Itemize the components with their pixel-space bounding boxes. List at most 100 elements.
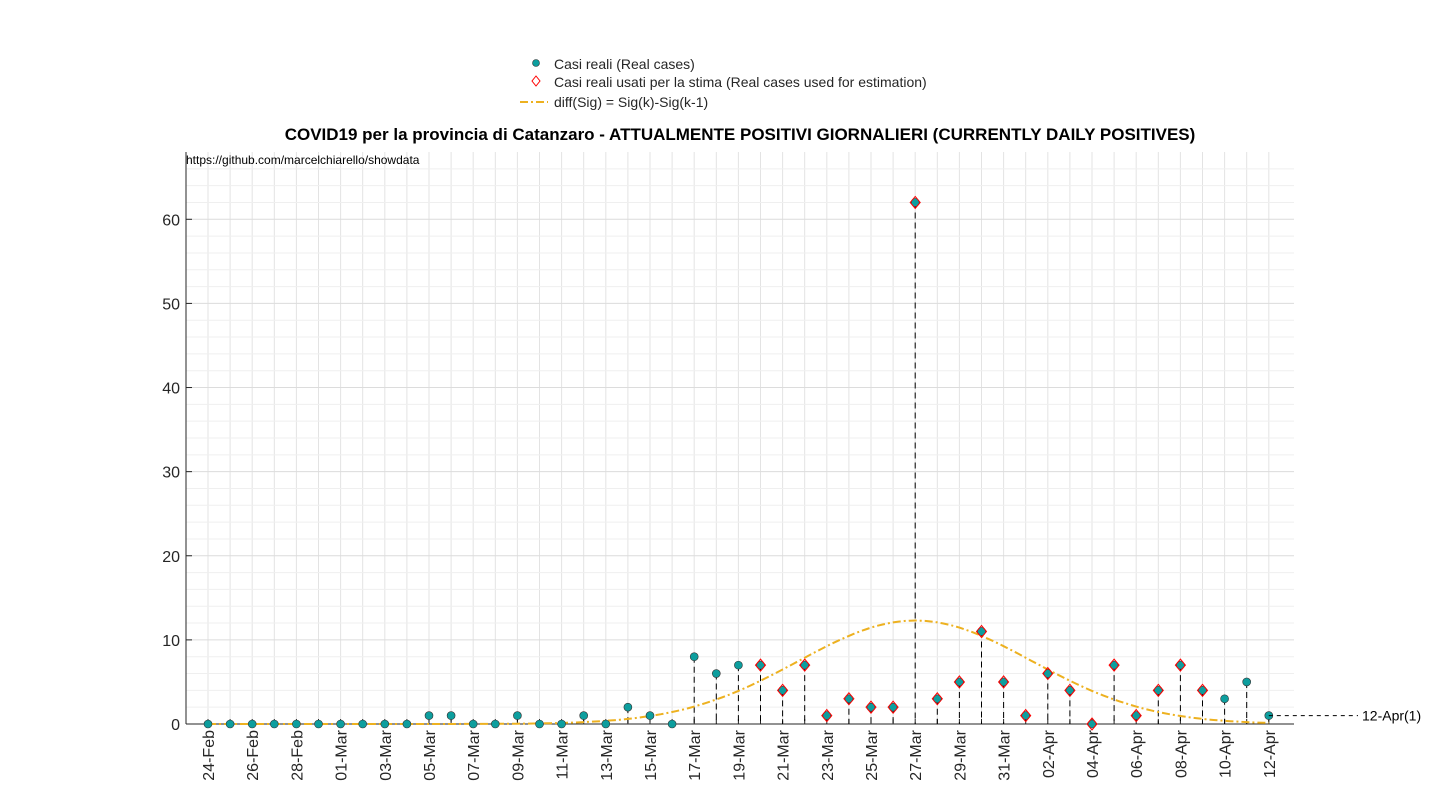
- y-tick-label: 60: [162, 212, 180, 229]
- data-point: [888, 702, 898, 712]
- data-point: [1242, 677, 1251, 687]
- y-tick-label: 10: [162, 633, 180, 650]
- data-point: [932, 694, 942, 704]
- data-point: [247, 719, 257, 729]
- data-point: [866, 702, 876, 712]
- x-tick-label: 26-Feb: [245, 730, 262, 781]
- data-point: [358, 719, 368, 729]
- data-point: [910, 198, 920, 207]
- x-tick-label: 10-Apr: [1218, 729, 1235, 778]
- legend-label-real: Casi reali (Real cases): [554, 56, 695, 72]
- x-tick-label: 15-Mar: [643, 729, 660, 780]
- x-tick-label: 31-Mar: [997, 729, 1014, 780]
- legend-marker-real: [532, 59, 540, 67]
- data-point: [402, 719, 412, 729]
- estimation-marker: [1174, 658, 1187, 672]
- data-point: [977, 627, 986, 636]
- estimation-marker: [865, 700, 877, 714]
- y-tick-label: 40: [162, 381, 180, 398]
- data-point: [623, 702, 633, 712]
- data-point: [1131, 711, 1141, 720]
- legend-marker-used: [531, 75, 541, 87]
- estimation-marker: [1130, 708, 1142, 723]
- source-url: https://github.com/marcelchiarello/showd…: [186, 153, 420, 167]
- x-tick-label: 06-Apr: [1129, 729, 1146, 778]
- data-point: [778, 686, 787, 695]
- estimation-marker: [776, 683, 789, 698]
- data-point: [955, 677, 964, 687]
- estimation-marker: [1020, 708, 1032, 723]
- x-tick-label: 03-Mar: [378, 729, 395, 780]
- data-point: [1176, 660, 1185, 670]
- y-tick-label: 30: [162, 465, 180, 482]
- estimation-marker: [909, 195, 921, 210]
- x-tick-label: 27-Mar: [908, 729, 925, 780]
- estimation-marker: [931, 691, 943, 706]
- estimation-marker: [975, 624, 988, 639]
- data-point: [380, 719, 390, 729]
- data-point: [1087, 719, 1097, 729]
- data-point: [734, 660, 743, 670]
- estimation-marker: [1042, 666, 1054, 681]
- x-tick-label: 01-Mar: [334, 729, 351, 780]
- data-point: [1021, 711, 1030, 720]
- data-point: [1220, 694, 1229, 704]
- x-tick-label: 24-Feb: [201, 730, 218, 781]
- estimation-marker: [997, 675, 1010, 689]
- data-point: [314, 719, 323, 729]
- x-tick-label: 29-Mar: [952, 729, 969, 780]
- chart-title: COVID19 per la provincia di Catanzaro - …: [285, 125, 1196, 144]
- x-tick-label: 04-Apr: [1085, 729, 1102, 778]
- estimation-marker: [1152, 683, 1164, 698]
- data-point: [756, 660, 765, 670]
- estimation-marker: [887, 700, 899, 714]
- data-point: [844, 694, 854, 704]
- x-tick-label: 09-Mar: [510, 729, 527, 780]
- data-point: [292, 719, 301, 729]
- data-point: [203, 719, 213, 729]
- data-point: [1043, 669, 1053, 678]
- x-tick-label: 08-Apr: [1173, 729, 1190, 778]
- data-point: [601, 719, 611, 729]
- y-tick-label: 0: [171, 717, 180, 734]
- data-point: [424, 711, 434, 720]
- estimation-marker: [1108, 658, 1120, 672]
- x-tick-label: 28-Feb: [289, 730, 306, 781]
- x-tick-label: 25-Mar: [864, 729, 881, 780]
- estimation-marker: [1086, 717, 1098, 731]
- data-point: [513, 711, 522, 720]
- x-tick-label: 11-Mar: [555, 729, 572, 779]
- data-point: [689, 652, 699, 662]
- data-point: [645, 711, 655, 720]
- estimation-marker: [1196, 683, 1209, 698]
- data-point: [999, 677, 1008, 687]
- data-point: [579, 711, 589, 720]
- legend-label-fit: diff(Sig) = Sig(k)-Sig(k-1): [554, 94, 708, 110]
- estimation-marker: [799, 658, 811, 672]
- data-point: [468, 719, 478, 729]
- x-tick-label: 23-Mar: [820, 729, 837, 780]
- estimation-marker: [953, 675, 966, 689]
- data-point: [557, 719, 566, 729]
- data-point: [711, 669, 721, 678]
- estimation-marker: [754, 658, 767, 672]
- x-tick-label: 07-Mar: [466, 729, 483, 780]
- y-tick-label: 20: [162, 549, 180, 566]
- x-tick-label: 05-Mar: [422, 729, 439, 780]
- data-point: [225, 719, 235, 729]
- legend: Casi reali (Real cases) Casi reali usati …: [520, 56, 927, 110]
- x-tick-label: 12-Apr: [1262, 729, 1279, 778]
- x-tick-label: 19-Mar: [731, 729, 748, 780]
- x-tick-label: 02-Apr: [1041, 729, 1058, 778]
- data-point: [269, 719, 279, 729]
- y-tick-label: 50: [162, 296, 180, 313]
- legend-label-used: Casi reali usati per la stima (Real case…: [554, 74, 927, 90]
- estimation-marker: [1064, 683, 1076, 698]
- estimation-marker: [821, 708, 833, 723]
- data-point: [1065, 686, 1075, 695]
- annotation-label: 12-Apr(1): [1362, 708, 1421, 724]
- estimation-marker: [843, 691, 855, 706]
- data-point: [535, 719, 544, 729]
